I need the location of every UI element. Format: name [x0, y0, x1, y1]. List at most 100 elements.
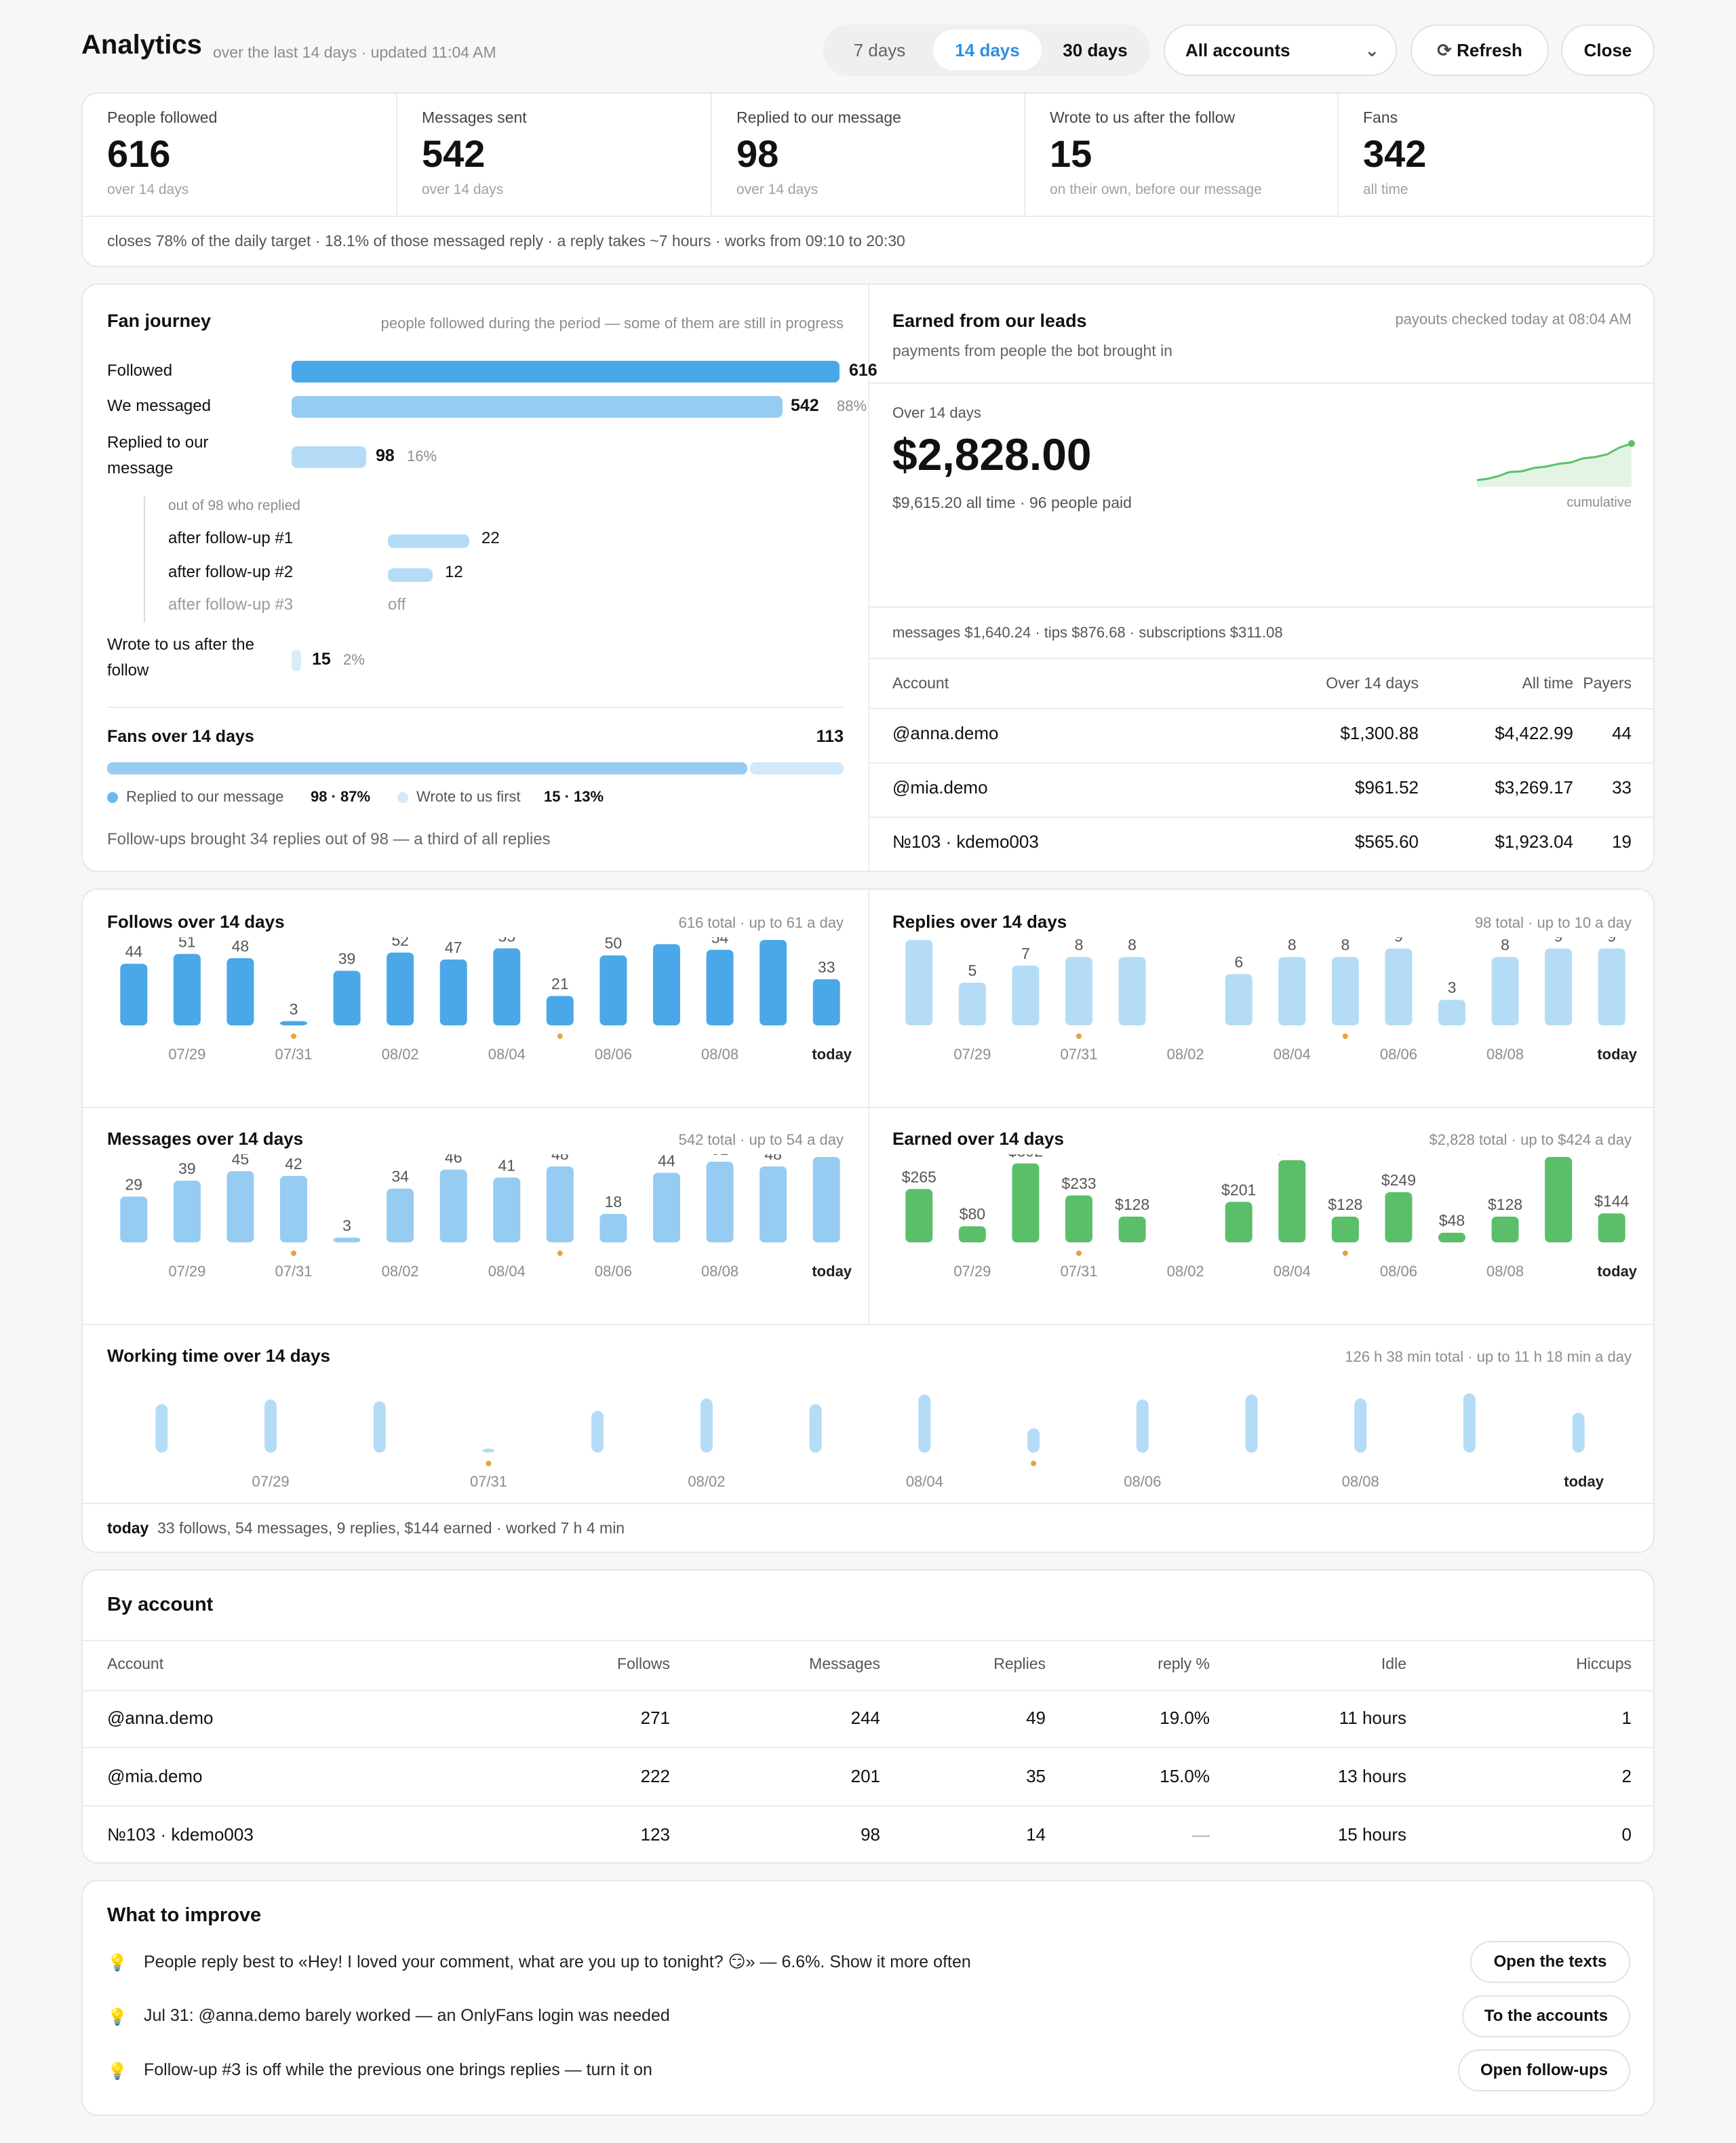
tick-label: today [812, 1263, 852, 1280]
journey-bar-replied [292, 446, 366, 468]
col-payers: Payers [1583, 674, 1632, 692]
tick-label: 07/29 [168, 1046, 205, 1063]
chart-bar [1491, 957, 1519, 1025]
kpi-label: Messages sent [422, 109, 527, 126]
kpi-note: over 14 days [107, 182, 189, 197]
chart-bar [333, 1238, 361, 1242]
journey-value: 616 [849, 361, 877, 380]
chart-bar [226, 1171, 254, 1242]
earned-sparkline [1476, 440, 1635, 487]
data-label: $48 [1439, 1212, 1465, 1230]
chart-bar [918, 1394, 931, 1453]
data-label: 45 [232, 1154, 250, 1168]
earned-cell: $3,269.17 [1495, 777, 1573, 798]
kpi-value: 342 [1363, 132, 1427, 175]
chart-bar [706, 949, 734, 1025]
account-cell: 123 [640, 1824, 670, 1845]
account-cell: 19.0% [1160, 1708, 1210, 1728]
data-label: 51 [711, 1154, 729, 1158]
chart-bar [653, 1173, 680, 1242]
tick-label: 08/08 [1486, 1263, 1524, 1280]
tick-label: 08/04 [488, 1263, 526, 1280]
tick-label: today [1597, 1263, 1637, 1280]
tick-label: 08/08 [701, 1046, 738, 1063]
account-select[interactable]: All accounts ⌄ [1164, 24, 1397, 76]
kpi-people-followed: People followed 616 over 14 days [83, 94, 397, 216]
chart-bar [1463, 1393, 1476, 1453]
kpi-replied: Replied to our message 98 over 14 days [712, 94, 1025, 216]
journey-row-label: Replied to our message [107, 433, 209, 477]
account-cell: @mia.demo [107, 1766, 203, 1786]
earned-cell: @anna.demo [892, 723, 999, 743]
data-label: $233 [1061, 1175, 1096, 1192]
divider [869, 817, 1653, 818]
period-30-days[interactable]: 30 days [1063, 40, 1128, 60]
account-cell: — [1192, 1824, 1210, 1845]
page-subtitle: over the last 14 days · updated 11:04 AM [213, 43, 496, 61]
data-label: 8 [1128, 937, 1137, 953]
data-label: 39 [338, 949, 356, 967]
earned-cell: $1,300.88 [1340, 723, 1419, 743]
refresh-button[interactable]: ⟳ Refresh [1410, 24, 1549, 76]
account-cell: 15.0% [1160, 1766, 1210, 1786]
chart-bar [280, 1021, 307, 1025]
divider [83, 1747, 1653, 1748]
chart-bar [173, 953, 201, 1025]
period-14-days[interactable]: 14 days [933, 30, 1042, 71]
chart-bar [1598, 1213, 1625, 1242]
data-label: 3 [342, 1217, 351, 1234]
data-label: 9 [1607, 937, 1616, 945]
fans-value: 113 [816, 727, 844, 746]
data-label: 3 [1448, 979, 1457, 996]
tick-label: 07/31 [275, 1046, 312, 1063]
divider [869, 708, 1653, 709]
earned-cell: №103 · kdemo003 [892, 831, 1039, 852]
chart-bar [958, 1226, 986, 1242]
tick-label: today [1597, 1046, 1637, 1063]
kpi-label: Replied to our message [736, 109, 901, 126]
col-idle: Idle [1381, 1655, 1406, 1672]
data-label: 42 [285, 1155, 302, 1173]
kpi-note: over 14 days [422, 182, 504, 197]
data-label: $128 [1328, 1196, 1362, 1213]
legend-label: Wrote to us first [416, 788, 521, 805]
kpi-fans: Fans 342 all time [1339, 94, 1653, 216]
period-7-days[interactable]: 7 days [853, 40, 906, 60]
improve-text: Follow-up #3 is off while the previous o… [144, 2060, 652, 2079]
period-selector: 7 days 14 days 30 days [823, 24, 1150, 76]
open-texts-button[interactable]: Open the texts [1470, 1941, 1630, 1983]
account-cell: 35 [1026, 1766, 1046, 1786]
earned-cell: 19 [1612, 831, 1632, 852]
account-select-value: All accounts [1185, 40, 1290, 60]
chart-bar [1278, 957, 1306, 1025]
chart-bar [1545, 948, 1573, 1025]
marker-dot [1342, 1251, 1348, 1256]
data-label: 47 [445, 939, 462, 956]
chart-bar [333, 970, 361, 1025]
data-label: $265 [902, 1168, 936, 1185]
col-replies: Replies [993, 1655, 1046, 1672]
marker-dot [291, 1251, 296, 1256]
chart-bar [387, 952, 414, 1025]
journey-value: 15 [312, 650, 331, 669]
divider [83, 1805, 1653, 1807]
to-accounts-button[interactable]: To the accounts [1462, 1995, 1630, 2037]
divider [868, 285, 869, 871]
close-button[interactable]: Close [1561, 24, 1655, 76]
data-label: 48 [764, 1154, 782, 1163]
journey-bar-wrote [292, 650, 301, 671]
chart-bar [809, 1404, 822, 1453]
open-follow-ups-button[interactable]: Open follow-ups [1458, 2049, 1630, 2091]
tick-label: 08/04 [488, 1046, 526, 1063]
chart-bar [700, 1398, 713, 1453]
data-label: $128 [1488, 1196, 1522, 1213]
chart-bar [1136, 1399, 1149, 1453]
kpi-label: Wrote to us after the follow [1050, 109, 1236, 126]
data-label: 8 [1341, 937, 1349, 953]
tick-label: 08/06 [595, 1263, 632, 1280]
legend-dot [107, 792, 118, 803]
divider [83, 216, 1653, 217]
sparkline-label: cumulative [1566, 495, 1632, 510]
data-label: 8 [1075, 937, 1084, 953]
by-account-title: By account [107, 1594, 214, 1615]
